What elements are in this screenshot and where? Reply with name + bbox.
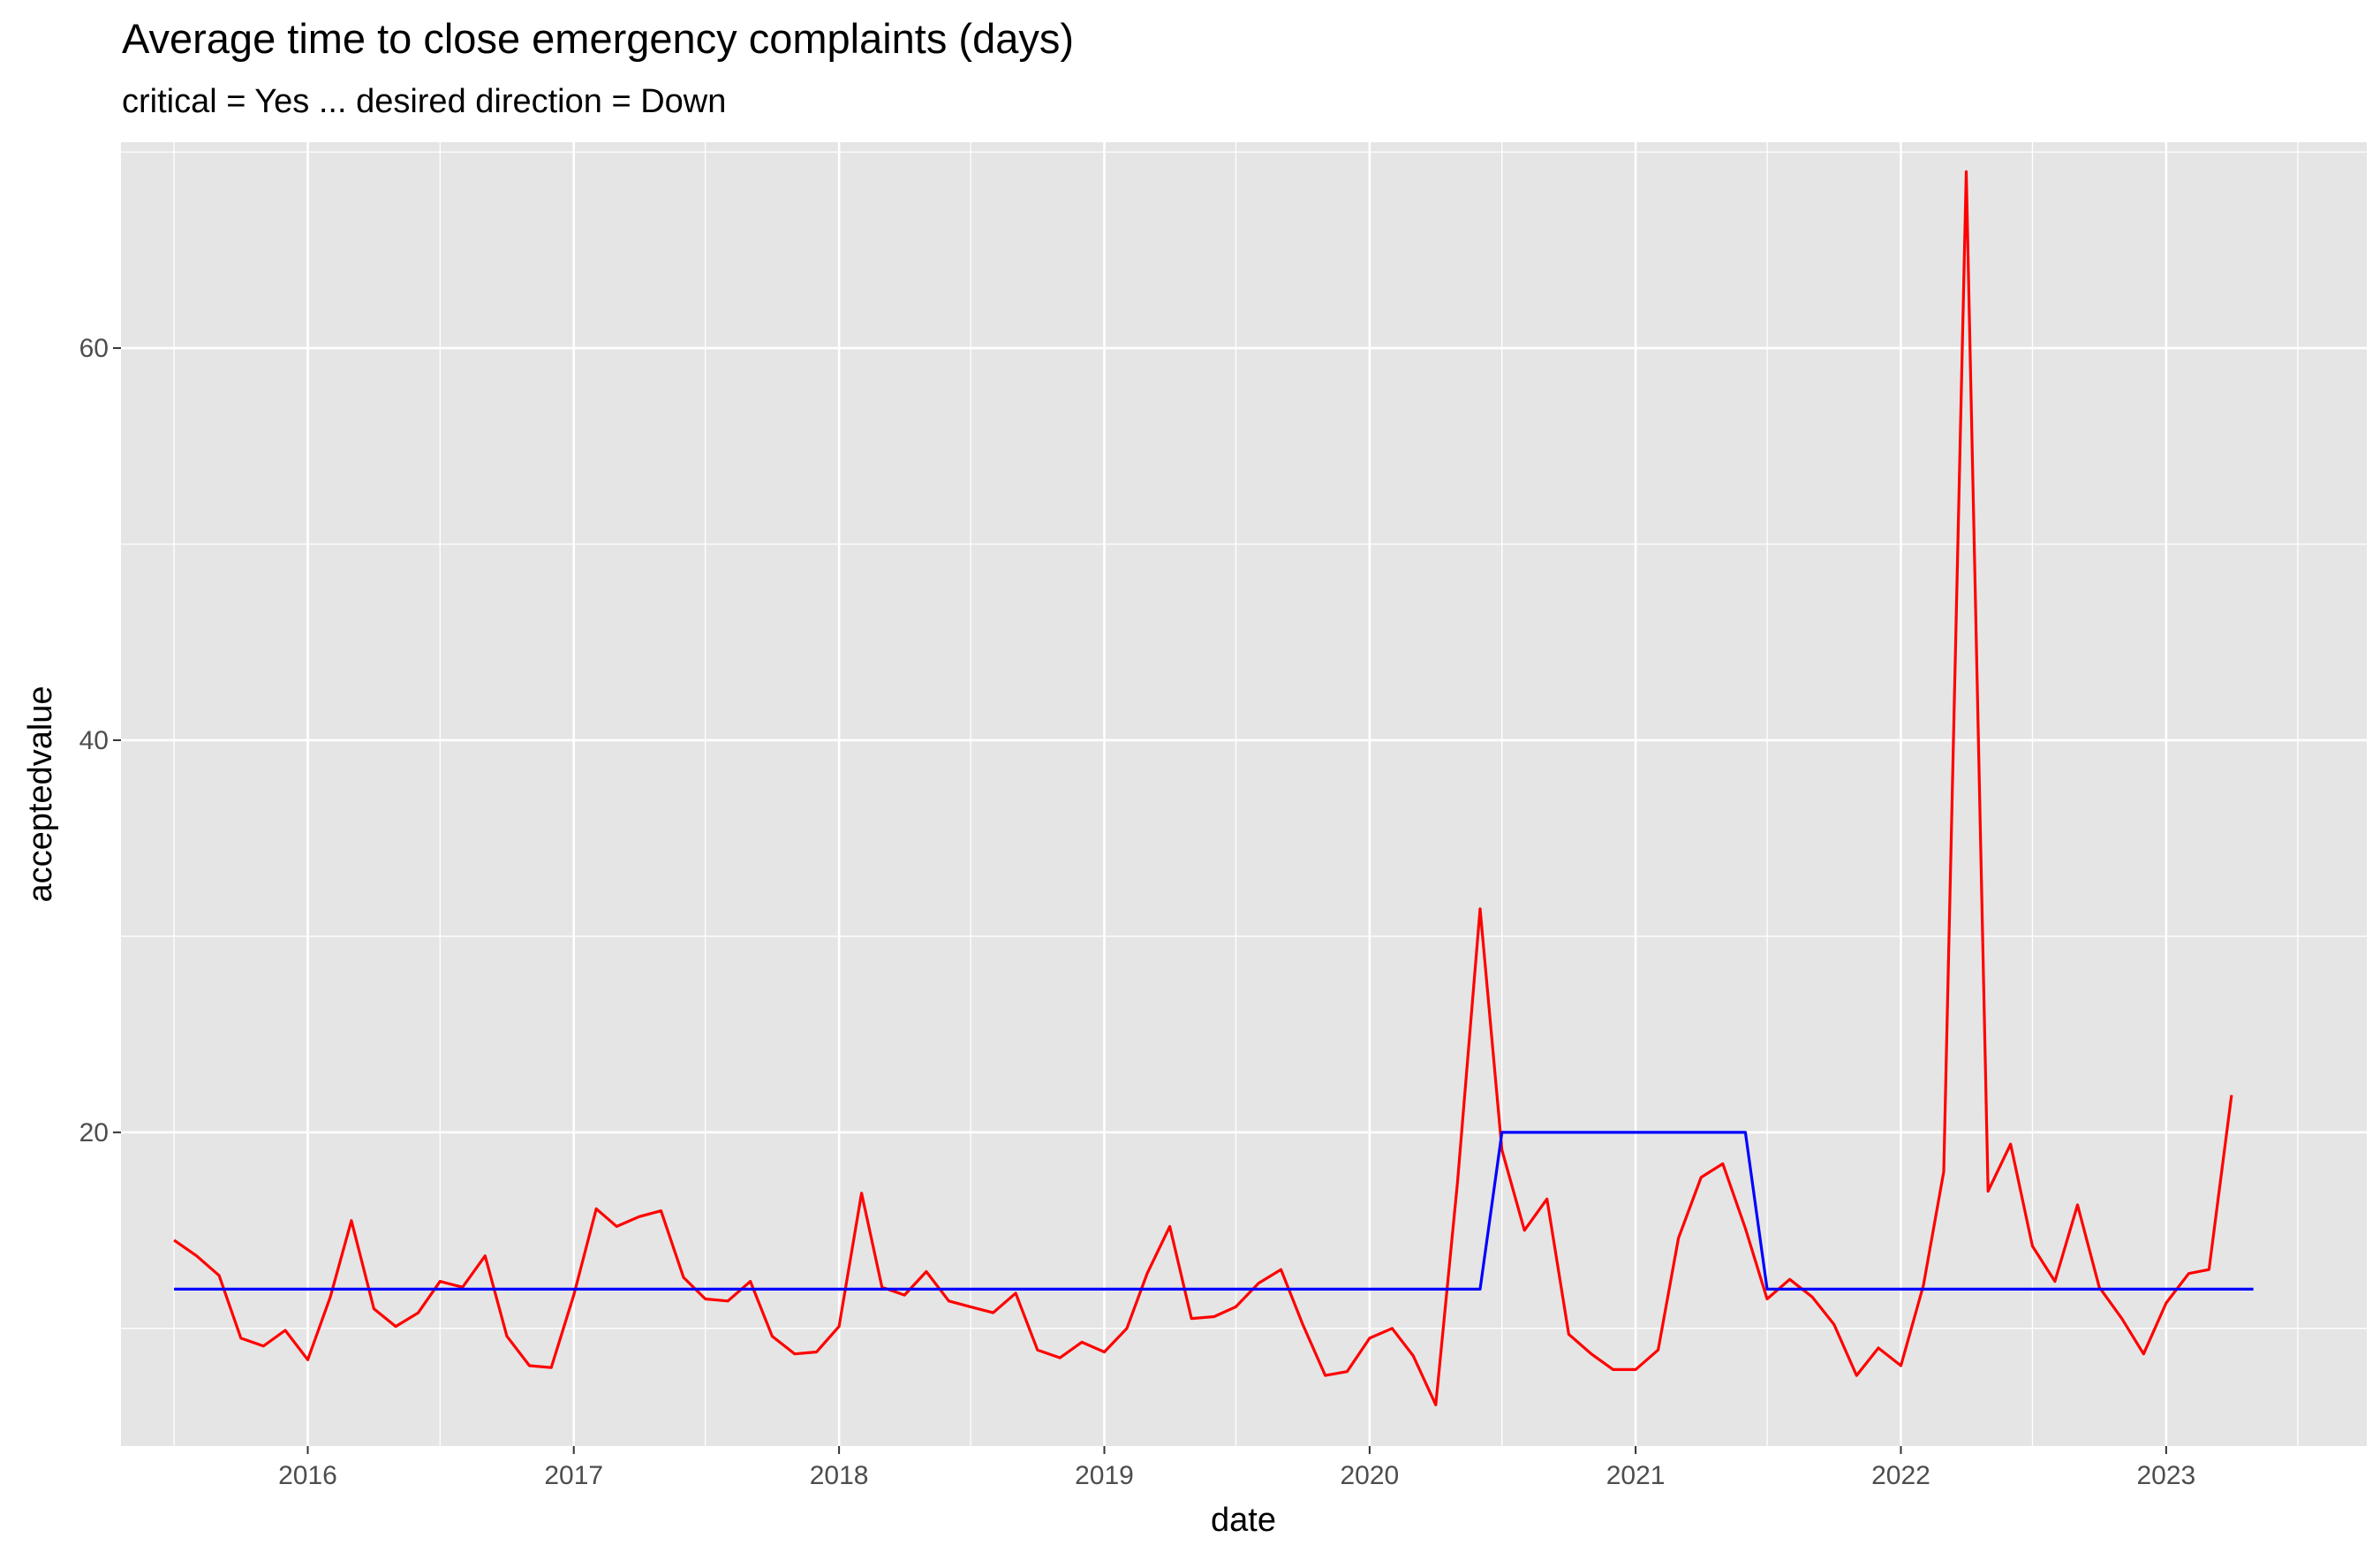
x-tick-label: 2023 xyxy=(2136,1461,2195,1490)
grid-major xyxy=(121,142,2367,1446)
x-tick-label: 2019 xyxy=(1075,1461,1134,1490)
x-tick-label: 2020 xyxy=(1341,1461,1400,1490)
y-tick-label: 20 xyxy=(79,1118,109,1147)
grid-minor xyxy=(121,142,2367,1446)
series-line-2 xyxy=(174,1131,2254,1291)
x-axis-title: date xyxy=(1211,1502,1276,1539)
plot-panel xyxy=(121,142,2367,1446)
x-axis: 2016 2017 2018 2019 2020 2021 2022 2023 xyxy=(278,1446,2195,1490)
x-tick-label: 2017 xyxy=(544,1461,603,1490)
y-axis: 20 40 60 xyxy=(79,334,121,1147)
x-tick-label: 2018 xyxy=(810,1461,869,1490)
x-tick-label: 2016 xyxy=(278,1461,337,1490)
chart-subtitle: critical = Yes ... desired direction = D… xyxy=(122,83,726,120)
series-line-1 xyxy=(173,170,2233,1407)
y-tick-label: 60 xyxy=(79,334,109,363)
y-axis-title: acceptedvalue xyxy=(22,685,59,902)
x-tick-label: 2021 xyxy=(1606,1461,1666,1490)
series-layer xyxy=(173,170,2254,1407)
chart-title: Average time to close emergency complain… xyxy=(122,15,1074,62)
y-tick-label: 40 xyxy=(79,726,109,755)
x-tick-label: 2022 xyxy=(1871,1461,1930,1490)
